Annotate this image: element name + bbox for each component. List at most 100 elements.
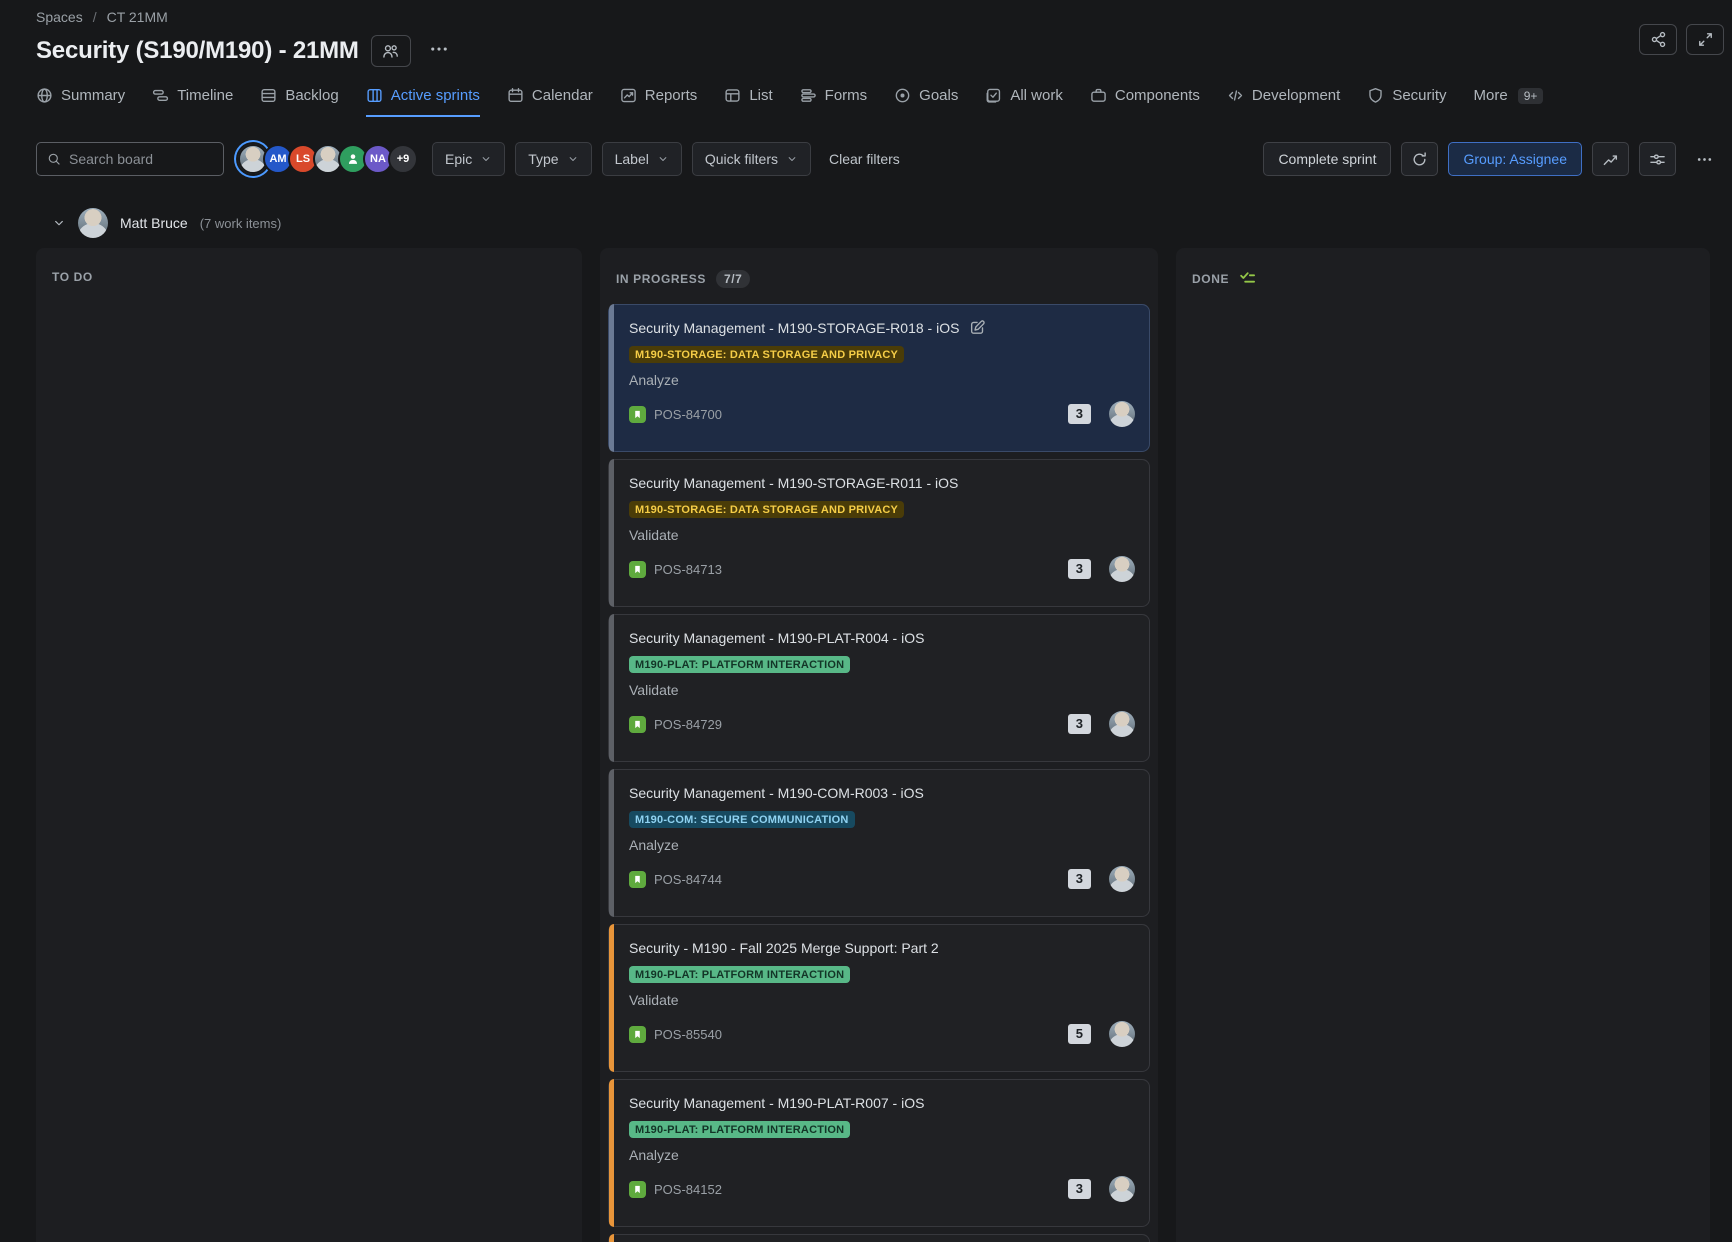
assignee-group-header: Matt Bruce (7 work items)	[0, 207, 1732, 239]
tab-forms[interactable]: Forms	[800, 87, 868, 117]
assignee-avatar[interactable]	[1109, 401, 1135, 427]
development-icon	[1227, 87, 1244, 104]
group-name: Matt Bruce	[120, 215, 188, 231]
estimate-badge: 3	[1068, 714, 1091, 734]
goals-icon	[894, 87, 911, 104]
column-count-badge: 7/7	[716, 270, 750, 288]
card-title: Security Management - M190-STORAGE-R011 …	[629, 473, 958, 493]
board-icon	[366, 87, 383, 104]
card-status: Validate	[629, 527, 1135, 543]
column-done: DONE	[1176, 248, 1710, 1242]
issue-key[interactable]: POS-84713	[654, 562, 722, 577]
tab-calendar[interactable]: Calendar	[507, 87, 593, 117]
card-pos-84713[interactable]: Security Management - M190-STORAGE-R011 …	[608, 459, 1150, 607]
quick-filters-dropdown[interactable]: Quick filters	[692, 142, 811, 176]
type-dropdown[interactable]: Type	[515, 142, 591, 176]
fullscreen-button[interactable]	[1686, 24, 1724, 55]
card-title: Security Management - M190-COM-R003 - iO…	[629, 783, 924, 803]
issue-key[interactable]: POS-84152	[654, 1182, 722, 1197]
card-pos-85540[interactable]: Security - M190 - Fall 2025 Merge Suppor…	[608, 924, 1150, 1072]
card-stripe	[609, 1234, 614, 1242]
view-settings-button[interactable]	[1639, 142, 1676, 176]
tab-label: More	[1474, 87, 1508, 104]
card-pos-84729[interactable]: Security Management - M190-PLAT-R004 - i…	[608, 614, 1150, 762]
card[interactable]	[608, 1234, 1150, 1242]
column-title: DONE	[1192, 272, 1229, 286]
assignee-avatar[interactable]	[1109, 1176, 1135, 1202]
card-footer-right: 3	[1068, 866, 1135, 892]
tab-more[interactable]: More9+	[1474, 87, 1544, 117]
share-button[interactable]	[1639, 24, 1677, 55]
group-count: (7 work items)	[200, 216, 282, 231]
breadcrumb-spaces[interactable]: Spaces	[36, 9, 83, 25]
tab-label: Development	[1252, 87, 1340, 104]
card-footer: POS-84729 3	[629, 711, 1135, 737]
dropdown-label: Quick filters	[705, 151, 778, 167]
card-title-row: Security Management - M190-STORAGE-R018 …	[629, 318, 1135, 338]
assignee-avatar[interactable]	[1109, 711, 1135, 737]
story-type-icon	[629, 1181, 646, 1198]
search-input[interactable]	[69, 151, 213, 167]
tab-label: List	[749, 87, 772, 104]
sliders-icon	[1649, 151, 1666, 168]
epic-label: M190-PLAT: PLATFORM INTERACTION	[629, 656, 850, 673]
board-more-button[interactable]	[1686, 142, 1723, 176]
tab-label: Calendar	[532, 87, 593, 104]
issue-key[interactable]: POS-85540	[654, 1027, 722, 1042]
epic-dropdown[interactable]: Epic	[432, 142, 505, 176]
share-icon	[1650, 31, 1667, 48]
card-pos-84152[interactable]: Security Management - M190-PLAT-R007 - i…	[608, 1079, 1150, 1227]
globe-icon	[36, 87, 53, 104]
assignee-avatar[interactable]	[1109, 1021, 1135, 1047]
assignee-avatar[interactable]	[1109, 866, 1135, 892]
card-status: Analyze	[629, 372, 1135, 388]
refresh-button[interactable]	[1401, 142, 1438, 176]
issue-key[interactable]: POS-84729	[654, 717, 722, 732]
clear-filters-button[interactable]: Clear filters	[821, 151, 908, 167]
dropdown-label: Epic	[445, 151, 472, 167]
tab-backlog[interactable]: Backlog	[260, 87, 338, 117]
search-box[interactable]	[36, 142, 224, 176]
card-footer: POS-84152 3	[629, 1176, 1135, 1202]
tab-label: Timeline	[177, 87, 233, 104]
tab-reports[interactable]: Reports	[620, 87, 698, 117]
collapse-group-chevron-icon[interactable]	[52, 216, 66, 230]
breadcrumb-project[interactable]: CT 21MM	[107, 9, 168, 25]
title-more-button[interactable]	[423, 39, 455, 64]
tab-timeline[interactable]: Timeline	[152, 87, 233, 117]
label-dropdown[interactable]: Label	[602, 142, 682, 176]
page-title: Security (S190/M190) - 21MM	[36, 37, 359, 65]
forms-icon	[800, 87, 817, 104]
tab-active-sprints[interactable]: Active sprints	[366, 87, 480, 117]
tab-label: Security	[1392, 87, 1446, 104]
complete-sprint-button[interactable]: Complete sprint	[1263, 142, 1391, 176]
tab-goals[interactable]: Goals	[894, 87, 958, 117]
tab-components[interactable]: Components	[1090, 87, 1200, 117]
card-pos-84744[interactable]: Security Management - M190-COM-R003 - iO…	[608, 769, 1150, 917]
issue-key[interactable]: POS-84744	[654, 872, 722, 887]
filter-avatar-9[interactable]: +9	[388, 144, 418, 174]
tab-security[interactable]: Security	[1367, 87, 1446, 117]
assignee-avatar[interactable]	[1109, 556, 1135, 582]
timeline-icon	[152, 87, 169, 104]
all-work-icon	[985, 87, 1002, 104]
card-pos-84700[interactable]: Security Management - M190-STORAGE-R018 …	[608, 304, 1150, 452]
card-status: Validate	[629, 992, 1135, 1008]
card-footer: POS-847003	[629, 401, 1135, 427]
tab-list[interactable]: List	[724, 87, 772, 117]
insights-button[interactable]	[1592, 142, 1629, 176]
board-members-button[interactable]	[371, 35, 411, 67]
tab-summary[interactable]: Summary	[36, 87, 125, 117]
tab-label: Components	[1115, 87, 1200, 104]
edit-summary-icon[interactable]	[969, 319, 986, 336]
issue-key[interactable]: POS-84700	[654, 407, 722, 422]
dropdown-label: Label	[615, 151, 649, 167]
tab-all-work[interactable]: All work	[985, 87, 1063, 117]
story-type-icon	[629, 716, 646, 733]
group-by-button[interactable]: Group: Assignee	[1448, 142, 1582, 176]
tab-development[interactable]: Development	[1227, 87, 1340, 117]
epic-label: M190-PLAT: PLATFORM INTERACTION	[629, 1121, 850, 1138]
epic-label: M190-PLAT: PLATFORM INTERACTION	[629, 966, 850, 983]
card-footer-right: 3	[1068, 1176, 1135, 1202]
assignee-avatar-group: AMLSNA+9	[238, 144, 418, 174]
